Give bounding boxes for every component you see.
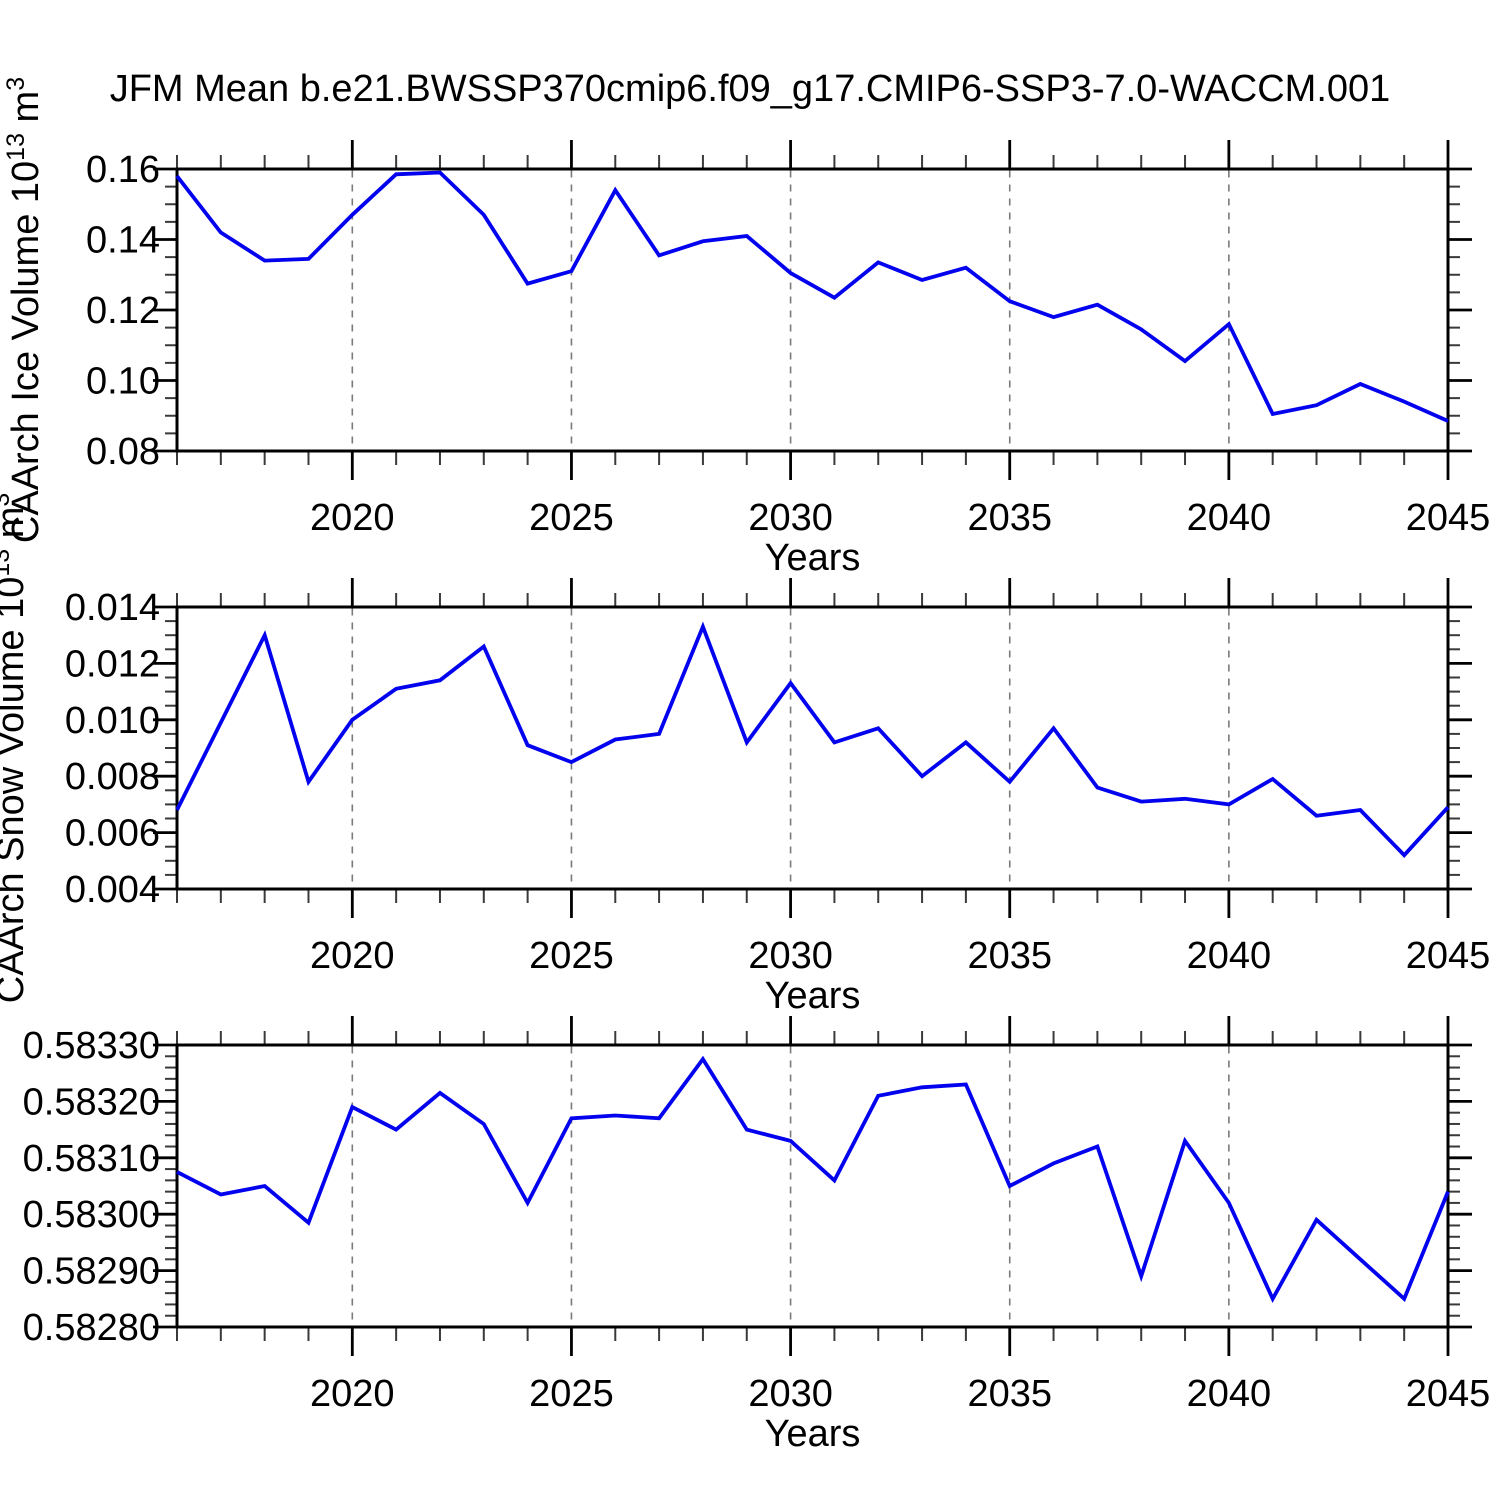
x-tick-label: 2040 (1187, 497, 1272, 539)
y-tick-label: 0.004 (65, 869, 160, 911)
panel-snow-volume: 0.004 0.006 0.008 0.010 0.012 0.014 2020 2025 20… (0, 493, 1490, 1017)
x-tick-label: 2035 (967, 497, 1052, 539)
plot-border (175, 1043, 1450, 1329)
y-tick-label: 0.012 (65, 643, 160, 685)
x-tick-label: 2020 (310, 935, 395, 977)
y-tick-label: 0.010 (65, 700, 160, 742)
x-tick-label: 2040 (1187, 935, 1272, 977)
y-tick-label: 0.58290 (23, 1251, 160, 1293)
x-axis-title: Years (765, 537, 861, 579)
panel-third-series: 0.58280 0.58290 0.58300 0.58310 0.58320 0.583… (23, 1016, 1491, 1455)
x-tick-label: 2030 (748, 497, 833, 539)
x-tick-label: 2035 (967, 1373, 1052, 1415)
y-tick-label: 0.58300 (23, 1194, 160, 1236)
series-line-third-series (176, 1055, 1450, 1304)
x-axis-title: Years (765, 975, 861, 1017)
y-tick-label: 0.008 (65, 756, 160, 798)
y-tick-label: 0.12 (86, 290, 160, 332)
y-axis-title: CAArch Ice Volume 1013 m3 (2, 77, 47, 543)
series-line-snow-volume (175, 621, 1450, 858)
y-tick-label: 0.10 (86, 361, 160, 403)
x-tick-label: 2030 (748, 935, 833, 977)
x-tick-label: 2025 (529, 935, 614, 977)
y-tick-label: 0.014 (65, 587, 160, 629)
y-axis-title: CAArch Snow Volume 1013 m3 (0, 493, 32, 1004)
plot-border (175, 167, 1450, 453)
x-tick-label: 2030 (748, 1373, 833, 1415)
plot-border (175, 605, 1450, 891)
x-tick-label: 2045 (1406, 935, 1491, 977)
figure-title: JFM Mean b.e21.BWSSP370cmip6.f09_g17.CMI… (109, 68, 1391, 110)
x-tick-label: 2045 (1406, 1373, 1491, 1415)
x-tick-label: 2040 (1187, 1373, 1272, 1415)
x-tick-label: 2025 (529, 1373, 614, 1415)
y-tick-label: 0.006 (65, 813, 160, 855)
panel-ice-volume: 0.08 0.10 0.12 0.14 0.16 2020 2025 2030 2035 2040… (2, 77, 1490, 579)
y-tick-label: 0.58280 (23, 1307, 160, 1349)
y-tick-label: 0.58320 (23, 1081, 160, 1123)
x-tick-label: 2035 (967, 935, 1052, 977)
x-tick-label: 2025 (529, 497, 614, 539)
x-tick-label: 2045 (1406, 497, 1491, 539)
series-line-ice-volume (175, 170, 1449, 423)
y-tick-label: 0.58310 (23, 1138, 160, 1180)
x-tick-label: 2020 (310, 1373, 395, 1415)
y-tick-label: 0.08 (86, 431, 160, 473)
y-tick-label: 0.14 (86, 220, 160, 262)
x-tick-label: 2020 (310, 497, 395, 539)
y-tick-label: 0.58330 (23, 1025, 160, 1067)
y-tick-label: 0.16 (86, 149, 160, 191)
x-axis-title: Years (765, 1413, 861, 1455)
